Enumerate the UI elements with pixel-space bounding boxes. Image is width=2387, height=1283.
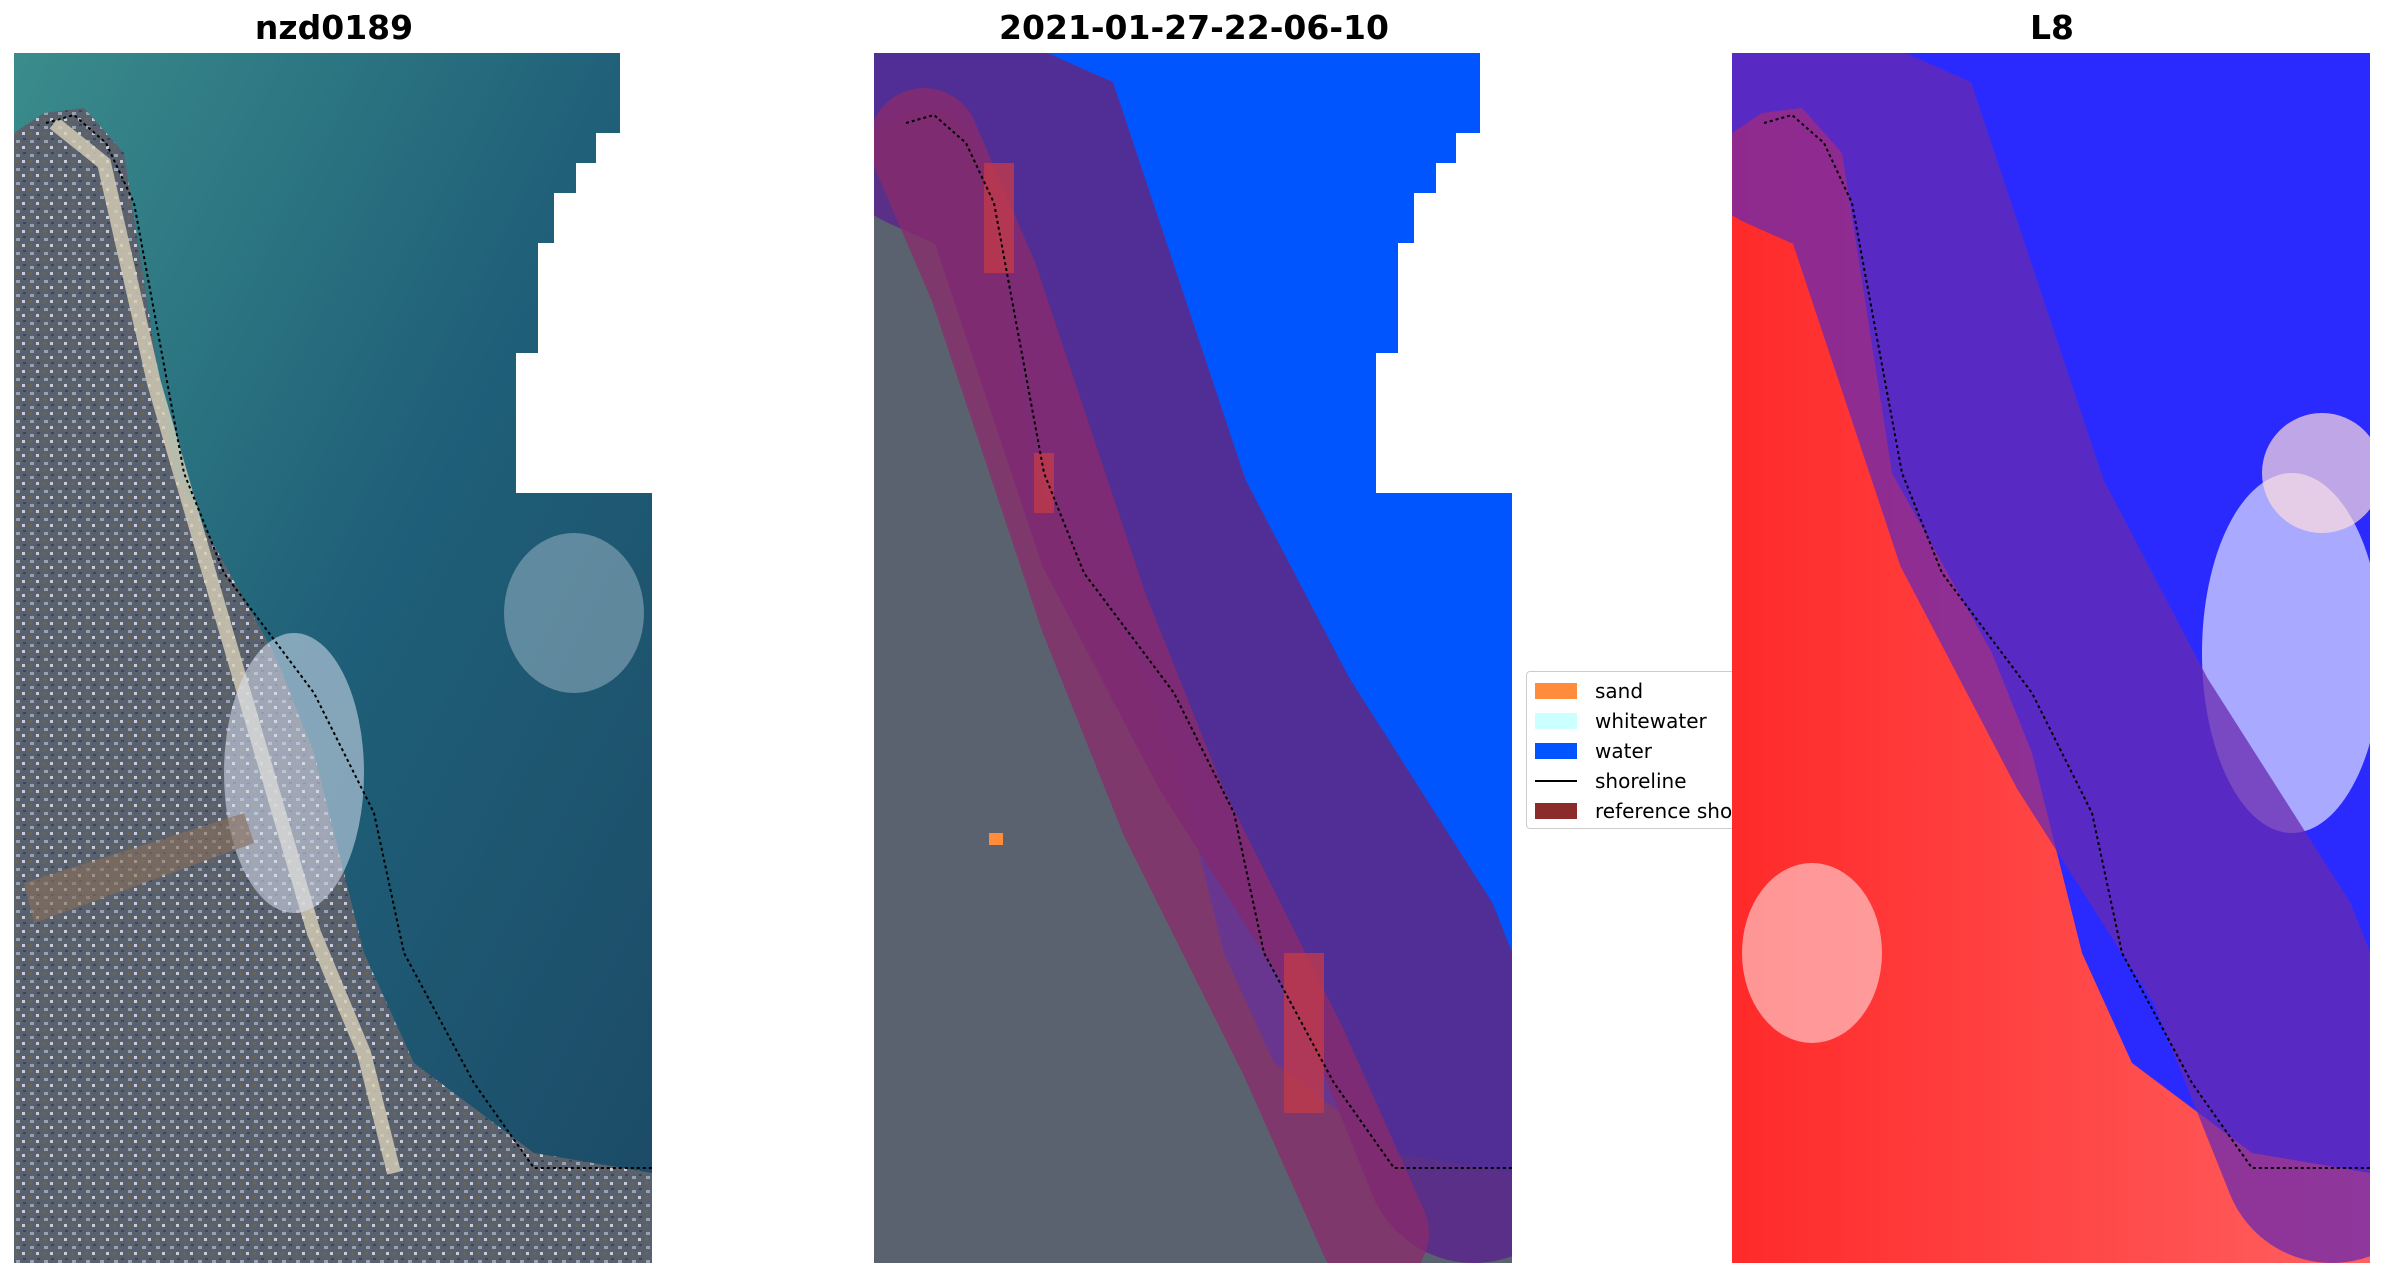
classification-image (874, 53, 1512, 1263)
panel-title-index: L8 (2030, 8, 2074, 47)
legend-label: water (1595, 739, 1652, 763)
legend-item-water: water (1535, 738, 1652, 764)
legend-swatch-reference (1535, 803, 1577, 819)
panel-title-classification: 2021-01-27-22-06-10 (999, 8, 1389, 47)
legend-item-reference-shoreline: reference shoreline buffer (1535, 798, 1740, 824)
legend-item-whitewater: whitewater (1535, 708, 1707, 734)
legend-item-shoreline: shoreline (1535, 768, 1687, 794)
legend-line-shoreline (1535, 780, 1577, 782)
legend-swatch-sand (1535, 683, 1577, 699)
legend-label: sand (1595, 679, 1644, 703)
legend-swatch-whitewater (1535, 713, 1577, 729)
rgb-satellite-image (14, 53, 652, 1263)
legend-item-sand: sand (1535, 678, 1643, 704)
legend-label: whitewater (1595, 709, 1707, 733)
index-image (1732, 53, 2370, 1263)
legend: sand whitewater water shoreline referenc… (1526, 671, 1740, 829)
legend-label: reference shoreline buffer (1595, 799, 1740, 823)
legend-label: shoreline (1595, 769, 1687, 793)
panel-title-image: nzd0189 (254, 8, 414, 47)
legend-swatch-water (1535, 743, 1577, 759)
